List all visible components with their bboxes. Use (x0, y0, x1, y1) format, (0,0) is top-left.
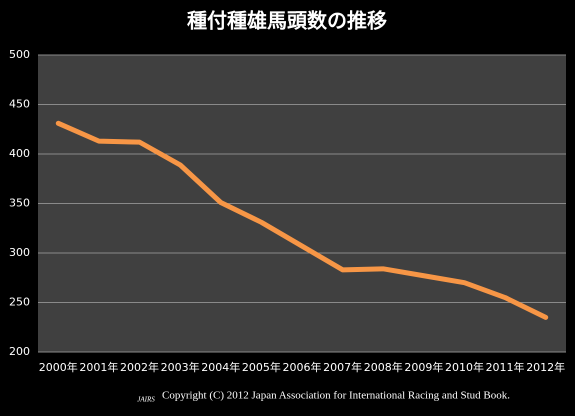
x-tick-label: 2007年 (323, 360, 362, 374)
x-tick-label: 2001年 (79, 360, 118, 374)
x-tick-label: 2005年 (242, 360, 281, 374)
x-tick-label: 2008年 (364, 360, 403, 374)
y-tick-label: 400 (9, 147, 30, 160)
line (55, 120, 549, 320)
y-tick-label: 500 (9, 48, 30, 61)
x-tick-label: 2011年 (486, 360, 525, 374)
y-tick-label: 250 (9, 296, 30, 309)
y-tick-label: 450 (9, 98, 30, 111)
x-tick-label: 2002年 (120, 360, 159, 374)
x-tick-label: 2012年 (526, 360, 565, 374)
copyright: Copyright (C) 2012 Japan Association for… (162, 390, 510, 402)
y-tick-label: 350 (9, 197, 30, 210)
x-tick-label: 2003年 (161, 360, 200, 374)
x-tick-label: 2000年 (39, 360, 78, 374)
x-tick-label: 2004年 (201, 360, 240, 374)
x-tick-label: 2006年 (283, 360, 322, 374)
chart-title: 種付種雄馬頭数の推移 (187, 9, 387, 33)
x-tick-label: 2010年 (445, 360, 484, 374)
x-tick-label: 2009年 (404, 360, 443, 374)
y-tick-label: 300 (9, 246, 30, 259)
logo: JAIRS (137, 396, 155, 404)
y-tick-label: 200 (9, 345, 30, 358)
